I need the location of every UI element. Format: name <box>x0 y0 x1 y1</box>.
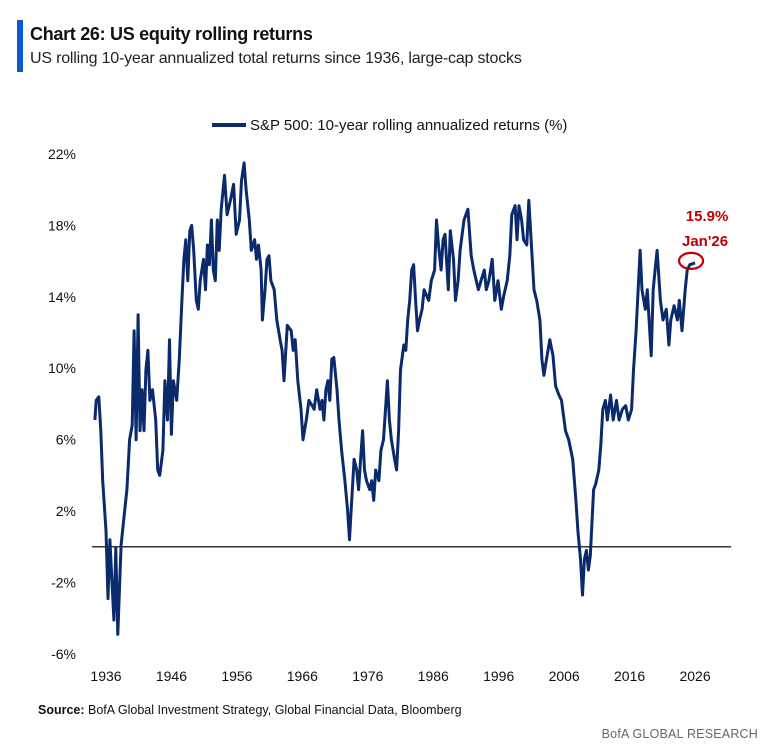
y-tick-label: 6% <box>56 432 76 448</box>
x-axis: 1936 1946 1956 1966 1976 1986 1996 2006 2016 2026 <box>90 668 710 684</box>
y-tick-label: 22% <box>48 146 76 162</box>
y-tick-label: -2% <box>51 575 76 591</box>
brand-label: BofA GLOBAL RESEARCH <box>601 727 758 741</box>
y-tick-label: 14% <box>48 289 76 305</box>
y-tick-label: 10% <box>48 360 76 376</box>
x-tick-label: 1936 <box>90 668 121 684</box>
y-tick-label: -6% <box>51 646 76 662</box>
annotation-date: Jan'26 <box>682 233 728 250</box>
y-tick-label: 2% <box>56 503 76 519</box>
annotation-value: 15.9% <box>686 208 729 225</box>
x-tick-label: 1966 <box>287 668 318 684</box>
source-note: Source: BofA Global Investment Strategy,… <box>38 703 462 717</box>
series-line <box>93 161 696 636</box>
x-tick-label: 1996 <box>483 668 514 684</box>
source-text: BofA Global Investment Strategy, Global … <box>84 703 462 717</box>
x-tick-label: 2016 <box>614 668 645 684</box>
x-tick-label: 1976 <box>352 668 383 684</box>
chart-subtitle: US rolling 10-year annualized total retu… <box>30 50 522 67</box>
chart-title: Chart 26: US equity rolling returns <box>30 24 313 44</box>
legend: S&P 500: 10-year rolling annualized retu… <box>212 117 567 134</box>
accent-bar <box>17 20 23 72</box>
annotation-circle <box>677 251 705 270</box>
source-label: Source: <box>38 703 85 717</box>
y-tick-label: 18% <box>48 217 76 233</box>
x-tick-label: 1956 <box>221 668 252 684</box>
x-tick-label: 1946 <box>156 668 187 684</box>
x-tick-label: 2026 <box>679 668 710 684</box>
x-tick-label: 1986 <box>418 668 449 684</box>
x-tick-label: 2006 <box>549 668 580 684</box>
legend-label: S&P 500: 10-year rolling annualized retu… <box>250 117 567 134</box>
y-axis: -6% -2% 2% 6% 10% 14% 18% 22% <box>48 146 76 662</box>
